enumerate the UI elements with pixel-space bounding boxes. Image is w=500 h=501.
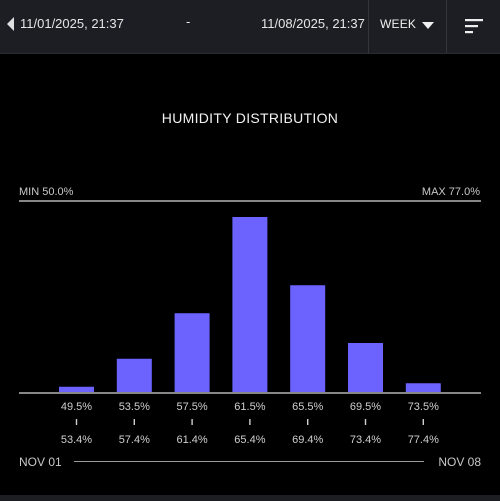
range-line [74, 461, 424, 462]
bin-high-label: 77.4% [408, 434, 439, 446]
bin-high-label: 65.4% [234, 434, 265, 446]
bin-low-label: 57.5% [176, 401, 207, 413]
bin-high-label: 73.4% [350, 434, 381, 446]
bin-low-label: 49.5% [61, 401, 92, 413]
bin-high-label: 57.4% [119, 434, 150, 446]
start-date[interactable]: 11/01/2025, 21:37 [20, 16, 124, 31]
bin-low-label: 61.5% [234, 401, 265, 413]
caret-down-icon [422, 22, 434, 29]
bin-low-label: 73.5% [408, 401, 439, 413]
bar [405, 383, 441, 392]
max-label: MAX 77.0% [421, 186, 480, 198]
bar [116, 358, 152, 392]
divider [368, 0, 369, 53]
top-bar: 11/01/2025, 21:37 - 11/08/2025, 21:37 WE… [0, 0, 500, 54]
chart-title: HUMIDITY DISTRIBUTION [161, 110, 339, 126]
bar [290, 285, 326, 392]
bin-low-label: 65.5% [292, 401, 323, 413]
bar [59, 386, 94, 392]
period-label: WEEK [380, 17, 417, 31]
range-start-label: NOV 01 [19, 455, 62, 469]
range-end-label: NOV 08 [438, 455, 481, 469]
end-date[interactable]: 11/08/2025, 21:37 [261, 16, 365, 31]
bin-high-label: 61.4% [176, 434, 207, 446]
bin-high-label: 53.4% [61, 434, 92, 446]
sort-icon[interactable] [455, 14, 491, 40]
chevron-left-icon[interactable] [4, 15, 18, 33]
min-label: MIN 50.0% [19, 186, 74, 198]
date-separator: - [186, 14, 191, 29]
divider [446, 0, 447, 53]
bin-low-label: 69.5% [350, 401, 381, 413]
bar [232, 217, 268, 392]
bin-low-label: 53.5% [119, 401, 150, 413]
period-select[interactable]: WEEK [370, 0, 446, 53]
bin-high-label: 69.4% [292, 434, 323, 446]
bottom-strip [0, 495, 500, 501]
bar [348, 343, 383, 392]
bar [174, 313, 210, 392]
